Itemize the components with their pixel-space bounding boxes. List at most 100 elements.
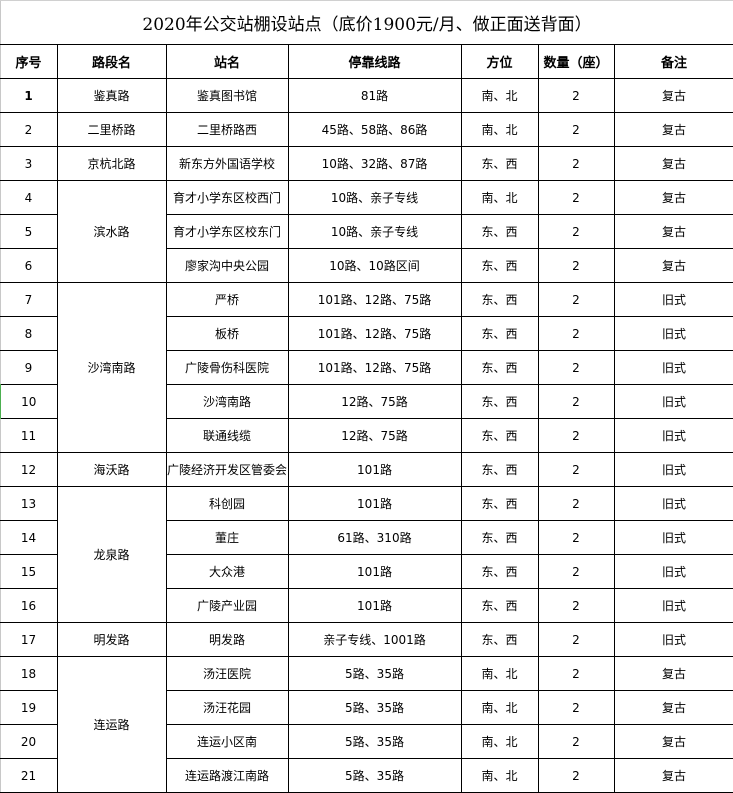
cell-direction[interactable]: 南、北	[460, 690, 539, 725]
cell-station[interactable]: 科创园	[165, 486, 289, 521]
cell-direction[interactable]: 东、西	[460, 554, 539, 589]
cell-no[interactable]: 20	[0, 724, 58, 759]
cell-station[interactable]: 育才小学东区校东门	[165, 214, 289, 249]
cell-note[interactable]: 复古	[613, 758, 733, 793]
cell-road[interactable]: 连运路	[56, 656, 167, 793]
cell-direction[interactable]: 东、西	[460, 418, 539, 453]
cell-count[interactable]: 2	[537, 520, 615, 555]
cell-note[interactable]: 复古	[613, 248, 733, 283]
cell-note[interactable]: 旧式	[613, 282, 733, 317]
cell-no[interactable]: 1	[0, 78, 58, 113]
cell-direction[interactable]: 南、北	[460, 180, 539, 215]
cell-station[interactable]: 新东方外国语学校	[165, 146, 289, 181]
cell-no[interactable]: 18	[0, 656, 58, 691]
header-count[interactable]: 数量（座）	[537, 44, 615, 79]
cell-lines[interactable]: 101路	[287, 554, 462, 589]
cell-station[interactable]: 廖家沟中央公园	[165, 248, 289, 283]
cell-direction[interactable]: 南、北	[460, 724, 539, 759]
cell-lines[interactable]: 10路、亲子专线	[287, 180, 462, 215]
header-station[interactable]: 站名	[165, 44, 289, 79]
cell-no[interactable]: 14	[0, 520, 58, 555]
cell-lines[interactable]: 81路	[287, 78, 462, 113]
cell-note[interactable]: 复古	[613, 724, 733, 759]
cell-count[interactable]: 2	[537, 146, 615, 181]
cell-count[interactable]: 2	[537, 316, 615, 351]
cell-lines[interactable]: 10路、10路区间	[287, 248, 462, 283]
cell-lines[interactable]: 10路、32路、87路	[287, 146, 462, 181]
cell-note[interactable]: 旧式	[613, 486, 733, 521]
cell-direction[interactable]: 东、西	[460, 622, 539, 657]
cell-station[interactable]: 明发路	[165, 622, 289, 657]
cell-lines[interactable]: 5路、35路	[287, 724, 462, 759]
cell-count[interactable]: 2	[537, 554, 615, 589]
cell-road[interactable]: 滨水路	[56, 180, 167, 283]
cell-note[interactable]: 旧式	[613, 588, 733, 623]
cell-no[interactable]: 11	[0, 418, 58, 453]
cell-no[interactable]: 4	[0, 180, 58, 215]
cell-direction[interactable]: 东、西	[460, 520, 539, 555]
cell-road[interactable]: 沙湾南路	[56, 282, 167, 453]
cell-direction[interactable]: 东、西	[460, 384, 539, 419]
cell-lines[interactable]: 101路	[287, 486, 462, 521]
cell-count[interactable]: 2	[537, 724, 615, 759]
cell-road[interactable]: 龙泉路	[56, 486, 167, 623]
cell-direction[interactable]: 东、西	[460, 214, 539, 249]
cell-direction[interactable]: 东、西	[460, 146, 539, 181]
cell-road[interactable]: 京杭北路	[56, 146, 167, 181]
cell-count[interactable]: 2	[537, 690, 615, 725]
cell-no[interactable]: 21	[0, 758, 58, 793]
header-direction[interactable]: 方位	[460, 44, 539, 79]
cell-no[interactable]: 13	[0, 486, 58, 521]
cell-lines[interactable]: 101路	[287, 452, 462, 487]
cell-station[interactable]: 汤汪花园	[165, 690, 289, 725]
cell-station[interactable]: 连运路渡江南路	[165, 758, 289, 793]
cell-direction[interactable]: 东、西	[460, 588, 539, 623]
cell-lines[interactable]: 10路、亲子专线	[287, 214, 462, 249]
cell-count[interactable]: 2	[537, 112, 615, 147]
cell-direction[interactable]: 东、西	[460, 350, 539, 385]
cell-station[interactable]: 董庄	[165, 520, 289, 555]
cell-count[interactable]: 2	[537, 588, 615, 623]
cell-lines[interactable]: 101路、12路、75路	[287, 350, 462, 385]
cell-no[interactable]: 7	[0, 282, 58, 317]
cell-no[interactable]: 8	[0, 316, 58, 351]
cell-direction[interactable]: 南、北	[460, 78, 539, 113]
cell-lines[interactable]: 101路	[287, 588, 462, 623]
cell-count[interactable]: 2	[537, 452, 615, 487]
cell-road[interactable]: 二里桥路	[56, 112, 167, 147]
cell-station[interactable]: 二里桥路西	[165, 112, 289, 147]
cell-station[interactable]: 广陵骨伤科医院	[165, 350, 289, 385]
header-lines[interactable]: 停靠线路	[287, 44, 462, 79]
cell-note[interactable]: 旧式	[613, 622, 733, 657]
cell-road[interactable]: 鉴真路	[56, 78, 167, 113]
cell-direction[interactable]: 东、西	[460, 282, 539, 317]
cell-no[interactable]: 16	[0, 588, 58, 623]
cell-road[interactable]: 海沃路	[56, 452, 167, 487]
cell-count[interactable]: 2	[537, 486, 615, 521]
header-note[interactable]: 备注	[613, 44, 733, 79]
cell-lines[interactable]: 61路、310路	[287, 520, 462, 555]
cell-note[interactable]: 复古	[613, 690, 733, 725]
cell-note[interactable]: 旧式	[613, 452, 733, 487]
cell-note[interactable]: 复古	[613, 214, 733, 249]
cell-no[interactable]: 12	[0, 452, 58, 487]
header-no[interactable]: 序号	[0, 44, 58, 79]
cell-count[interactable]: 2	[537, 180, 615, 215]
cell-note[interactable]: 旧式	[613, 384, 733, 419]
cell-direction[interactable]: 南、北	[460, 112, 539, 147]
cell-no[interactable]: 10	[0, 384, 58, 419]
cell-count[interactable]: 2	[537, 248, 615, 283]
cell-direction[interactable]: 东、西	[460, 486, 539, 521]
cell-station[interactable]: 板桥	[165, 316, 289, 351]
cell-count[interactable]: 2	[537, 384, 615, 419]
sheet-title[interactable]: 2020年公交站棚设站点（底价1900元/月、做正面送背面）	[0, 0, 733, 45]
cell-station[interactable]: 广陵产业园	[165, 588, 289, 623]
cell-station[interactable]: 大众港	[165, 554, 289, 589]
cell-lines[interactable]: 5路、35路	[287, 690, 462, 725]
cell-no[interactable]: 19	[0, 690, 58, 725]
cell-count[interactable]: 2	[537, 214, 615, 249]
cell-count[interactable]: 2	[537, 656, 615, 691]
cell-station[interactable]: 联通线缆	[165, 418, 289, 453]
cell-count[interactable]: 2	[537, 350, 615, 385]
cell-count[interactable]: 2	[537, 622, 615, 657]
